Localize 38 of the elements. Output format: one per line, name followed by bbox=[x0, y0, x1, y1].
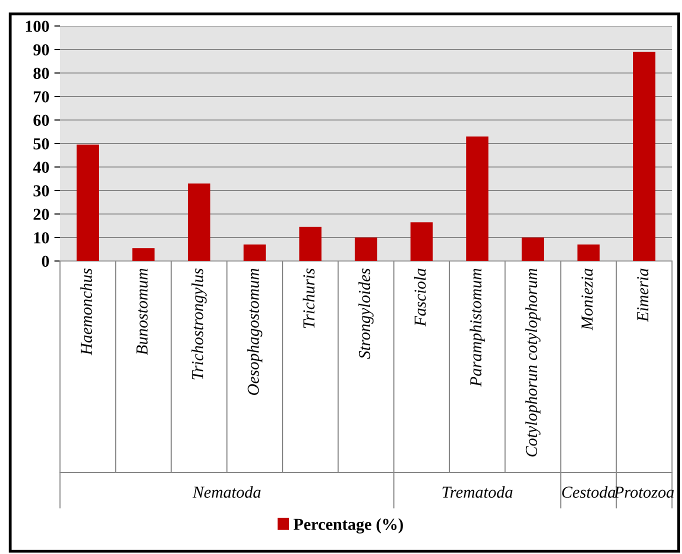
bar bbox=[410, 222, 433, 261]
x-tick-label: Fasciola bbox=[414, 268, 426, 326]
y-tick-label: 50 bbox=[34, 138, 49, 150]
x-tick-label: Moniezia bbox=[582, 268, 593, 330]
bar bbox=[132, 248, 155, 261]
y-tick-label: 10 bbox=[34, 232, 49, 244]
bar bbox=[633, 52, 656, 261]
bar bbox=[522, 238, 544, 261]
bar bbox=[354, 238, 378, 261]
y-tick-label: 40 bbox=[33, 162, 49, 173]
bar bbox=[299, 226, 322, 261]
bar bbox=[76, 144, 99, 261]
x-tick-label: Haemonchus bbox=[80, 268, 92, 356]
y-tick-label: 100 bbox=[26, 20, 49, 32]
bar bbox=[577, 244, 600, 261]
y-tick-label: 60 bbox=[33, 114, 49, 126]
x-tick-label: Paramphistomum bbox=[470, 268, 485, 387]
legend-label: Percentage (%) bbox=[294, 518, 403, 534]
bar bbox=[466, 136, 488, 261]
y-tick-label: 90 bbox=[33, 44, 49, 56]
bar bbox=[244, 244, 266, 261]
text: Protozoa bbox=[614, 486, 674, 498]
x-tick-label: Trichostrongylus bbox=[192, 268, 207, 380]
x-tick-label: Cotylophorun cotylophorum bbox=[525, 268, 540, 456]
y-tick-label: 80 bbox=[33, 68, 49, 79]
bar bbox=[188, 183, 210, 261]
text: Nematoda bbox=[192, 486, 261, 498]
y-tick-label: 70 bbox=[34, 91, 49, 102]
x-tick-label: Eimeria bbox=[637, 268, 648, 322]
y-tick-label: 20 bbox=[34, 208, 49, 220]
y-tick-label: 0 bbox=[42, 256, 49, 267]
text: Cestoda bbox=[562, 486, 616, 498]
x-tick-label: Bunostomum bbox=[136, 268, 148, 355]
text: Trematoda bbox=[442, 486, 512, 498]
x-tick-label: Strongyloides bbox=[358, 268, 374, 359]
x-tick-label: Trichuris bbox=[302, 268, 315, 328]
y-tick-label: 30 bbox=[34, 185, 49, 196]
x-tick-label: Oesophagostomum bbox=[247, 268, 262, 395]
